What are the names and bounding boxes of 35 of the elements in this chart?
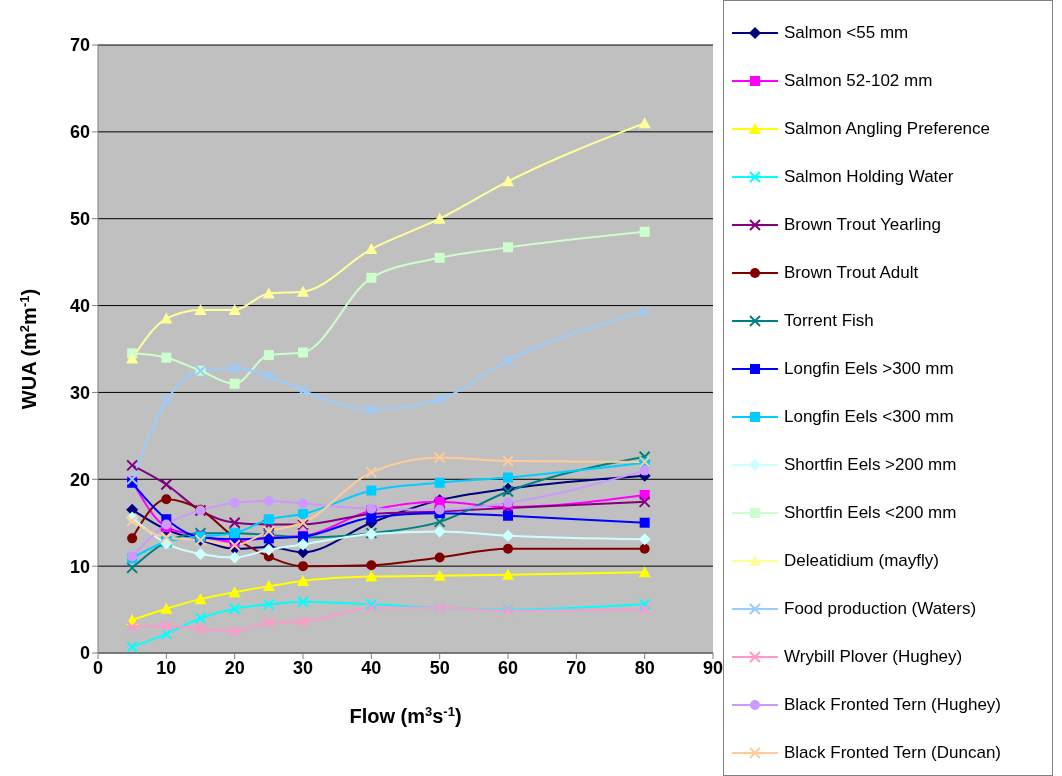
y-tick-label: 0 — [79, 643, 90, 664]
x-axis-title: Flow (m$^{3}$s$^{-1}$) — [349, 703, 462, 727]
y-tick-label: 10 — [69, 556, 90, 577]
legend-label: Longfin Eels <300 mm — [784, 407, 954, 427]
x-tick-label: 10 — [156, 657, 177, 678]
legend-label: Wrybill Plover (Hughey) — [784, 647, 963, 667]
x-tick-label: 70 — [566, 657, 587, 678]
legend-label: Deleatidium (mayfly) — [784, 551, 939, 571]
x-tick-label: 20 — [224, 657, 245, 678]
x-tick-label: 50 — [429, 657, 450, 678]
legend-label: Brown Trout Adult — [784, 263, 919, 283]
legend-label: Salmon 52-102 mm — [784, 71, 933, 91]
legend-label: Salmon <55 mm — [784, 23, 909, 43]
y-tick-label: 60 — [69, 122, 90, 143]
legend-label: Salmon Angling Preference — [784, 119, 991, 139]
y-tick-label: 70 — [69, 35, 90, 56]
legend-label: Brown Trout Yearling — [784, 215, 941, 235]
x-tick-label: 40 — [361, 657, 382, 678]
y-tick-label: 40 — [69, 295, 90, 316]
legend-label: Longfin Eels >300 mm — [784, 359, 954, 379]
y-tick-label: 20 — [69, 469, 90, 490]
legend-label: Food production (Waters) — [784, 599, 977, 619]
x-tick-label: 60 — [497, 657, 519, 678]
x-tick-label: 30 — [292, 657, 314, 678]
x-tick-label: 0 — [92, 657, 104, 678]
y-tick-label: 30 — [69, 382, 90, 403]
legend-label: Torrent Fish — [784, 311, 874, 331]
legend-label: Shortfin Eels >200 mm — [784, 455, 957, 475]
x-tick-label: 80 — [634, 657, 655, 678]
x-tick-label: 90 — [702, 657, 724, 678]
legend-label: Shortfin Eels <200 mm — [784, 503, 957, 523]
y-tick-label: 50 — [69, 209, 90, 230]
legend-label: Salmon Holding Water — [784, 167, 954, 187]
legend-label: Black Fronted Tern (Duncan) — [784, 743, 1002, 763]
legend-label: Black Fronted Tern (Hughey) — [784, 695, 1002, 715]
